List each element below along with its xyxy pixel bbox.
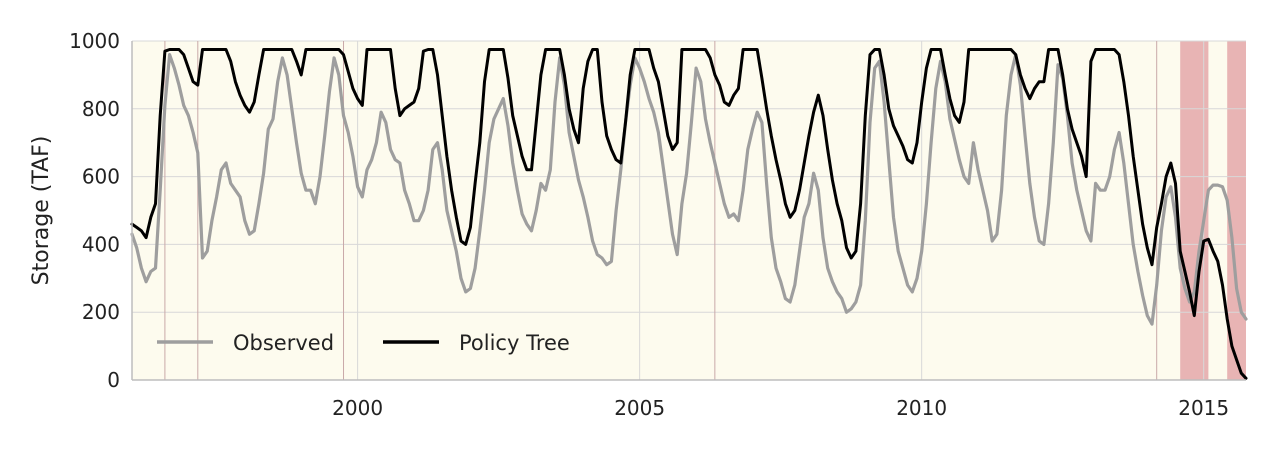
y-tick-label-1000: 1000 [69, 29, 120, 53]
legend: Observed Policy Tree [157, 331, 570, 355]
x-tick-label-2000: 2000 [332, 396, 383, 420]
x-tick-label-2010: 2010 [896, 396, 947, 420]
y-axis-title: Storage (TAF) [29, 136, 54, 286]
series-lines [130, 48, 1248, 380]
plot-background [132, 41, 1246, 380]
shaded-period-2 [1227, 41, 1246, 380]
y-tick-label-600: 600 [82, 165, 120, 189]
legend-label-observed: Observed [233, 331, 334, 355]
series-line-observed [130, 52, 1248, 326]
y-tick-label-800: 800 [82, 97, 120, 121]
series-line-policy-tree [130, 48, 1248, 380]
axes [131, 41, 1246, 381]
x-tick-labels: 2000 2005 2010 2015 [332, 396, 1229, 420]
y-tick-label-200: 200 [82, 300, 120, 324]
y-tick-label-400: 400 [82, 232, 120, 256]
legend-label-policy-tree: Policy Tree [459, 331, 570, 355]
x-tick-label-2015: 2015 [1178, 396, 1229, 420]
y-tick-labels: 0 200 400 600 800 1000 [69, 29, 120, 392]
y-tick-label-0: 0 [107, 368, 120, 392]
x-tick-label-2005: 2005 [614, 396, 665, 420]
